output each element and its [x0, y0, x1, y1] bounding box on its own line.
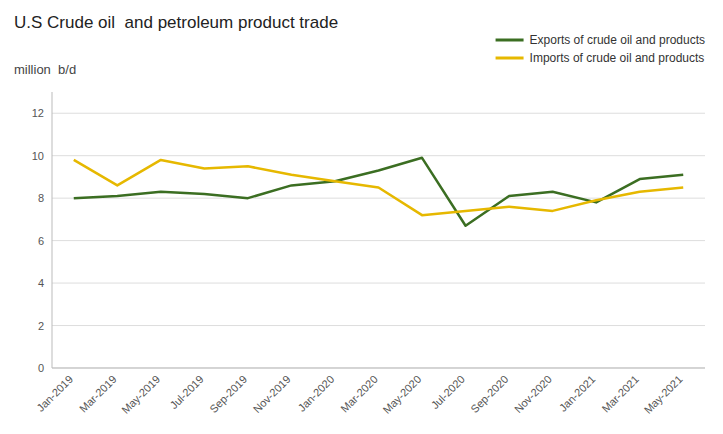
- grid-line: [52, 283, 705, 284]
- y-axis-line: [52, 92, 53, 368]
- legend-label: Imports of crude oil and products: [530, 51, 705, 65]
- y-tick-label: 12: [32, 107, 44, 119]
- y-axis-label: million b/d: [14, 62, 76, 77]
- grid-line: [52, 155, 705, 156]
- series-line: [74, 160, 683, 215]
- x-tick-label: Jan-2020: [295, 373, 336, 414]
- x-tick-label: May-2021: [642, 373, 685, 416]
- grid-line: [52, 368, 705, 369]
- x-tick-label: Jan-2019: [34, 373, 75, 414]
- y-grid: [52, 113, 705, 368]
- x-tick-label: Jul-2019: [167, 373, 205, 411]
- grid-line: [52, 113, 705, 114]
- x-tick-label: Mar-2021: [599, 373, 641, 415]
- legend-item: Imports of crude oil and products: [496, 51, 705, 65]
- legend-item: Exports of crude oil and products: [496, 33, 705, 47]
- legend-swatch: [496, 57, 524, 60]
- x-tick-label: Mar-2020: [338, 373, 380, 415]
- chart: U.S Crude oil and petroleum product trad…: [0, 0, 723, 434]
- y-tick-label: 2: [38, 320, 44, 332]
- series-line: [74, 158, 683, 226]
- y-tick-label: 4: [38, 277, 44, 289]
- legend-label: Exports of crude oil and products: [530, 33, 705, 47]
- x-tick-label: Sep-2020: [468, 373, 510, 415]
- x-tick-label: Jan-2021: [557, 373, 598, 414]
- x-tick-label: Jul-2020: [429, 373, 467, 411]
- legend-swatch: [496, 39, 524, 42]
- y-tick-label: 10: [32, 150, 44, 162]
- legend: Exports of crude oil and products Imports…: [496, 33, 705, 65]
- y-tick-label: 6: [38, 235, 44, 247]
- lines: [74, 158, 683, 226]
- grid-line: [52, 240, 705, 241]
- x-tick-label: Sep-2019: [207, 373, 249, 415]
- x-tick-label: Nov-2019: [251, 373, 293, 415]
- x-tick-label: Mar-2019: [77, 373, 119, 415]
- title: U.S Crude oil and petroleum product trad…: [14, 13, 338, 32]
- y-tick-label: 0: [38, 362, 44, 374]
- x-tick-label: Nov-2020: [512, 373, 554, 415]
- y-tick-label: 8: [38, 192, 44, 204]
- x-tick-label: May-2019: [119, 373, 162, 416]
- grid-line: [52, 325, 705, 326]
- x-axis-line: [52, 368, 705, 369]
- x-tick-label: May-2020: [380, 373, 423, 416]
